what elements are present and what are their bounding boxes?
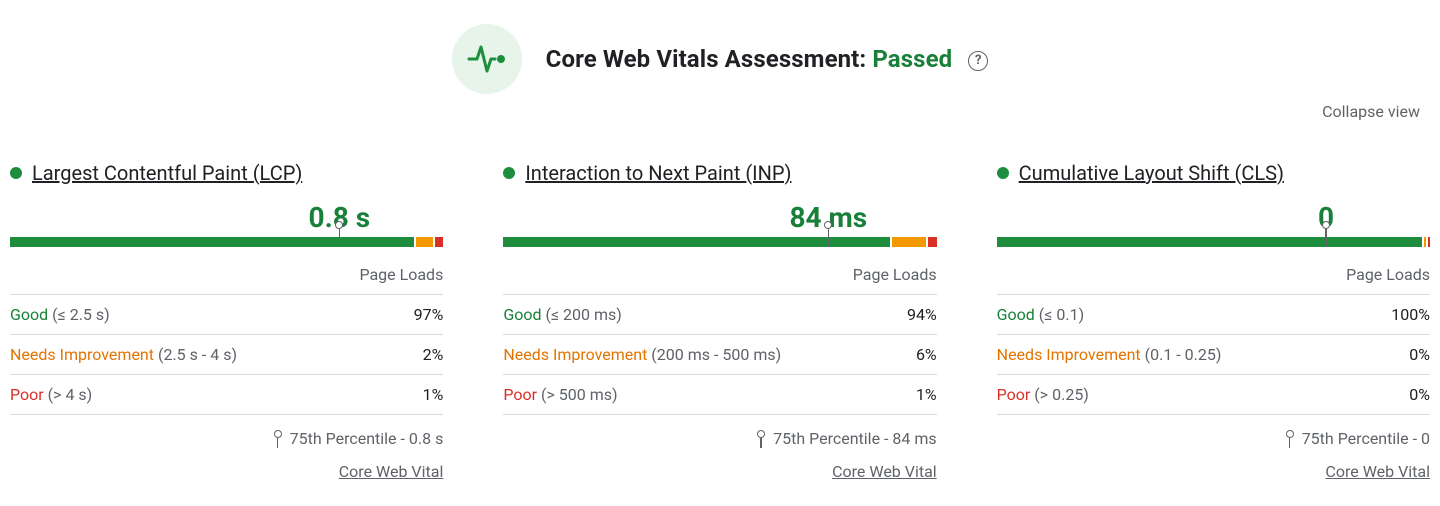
status-dot-icon [503, 167, 515, 179]
bar-segment-good [10, 237, 414, 247]
status-dot-icon [997, 167, 1009, 179]
dist-row-good: Good (≤ 2.5 s) 97% [10, 295, 443, 335]
assessment-title-prefix: Core Web Vitals Assessment: [546, 45, 873, 73]
assessment-header: Core Web Vitals Assessment: Passed ? [10, 24, 1430, 94]
assessment-status: Passed [872, 45, 952, 73]
dist-pct: 1% [916, 385, 937, 404]
bar-segment-good [997, 237, 1422, 247]
distribution-bar [503, 237, 936, 247]
percentile-footnote: 75th Percentile - 84 ms [503, 415, 936, 454]
bar-segment-poor [1428, 237, 1430, 247]
page-loads-header: Page Loads [997, 265, 1430, 295]
status-dot-icon [10, 167, 22, 179]
percentile-footnote: 75th Percentile - 0.8 s [10, 415, 443, 454]
dist-row-good: Good (≤ 0.1) 100% [997, 295, 1430, 335]
assessment-title: Core Web Vitals Assessment: Passed ? [546, 45, 989, 73]
metric-title-row: Largest Contentful Paint (LCP) [10, 161, 443, 185]
dist-row-ni: Needs Improvement (200 ms - 500 ms) 6% [503, 335, 936, 375]
percentile-text: 75th Percentile - 0 [1302, 429, 1430, 448]
dist-pct: 100% [1391, 305, 1430, 324]
bar-segment-poor [435, 237, 444, 247]
page-loads-header: Page Loads [503, 265, 936, 295]
pin-icon [1286, 430, 1294, 448]
dist-row-ni: Needs Improvement (0.1 - 0.25) 0% [997, 335, 1430, 375]
dist-pct: 0% [1409, 345, 1430, 364]
dist-label: Good (≤ 2.5 s) [10, 305, 110, 324]
bar-segment-ni [416, 237, 433, 247]
dist-row-poor: Poor (> 0.25) 0% [997, 375, 1430, 415]
bar-segment-ni [1424, 237, 1426, 247]
dist-pct: 2% [423, 345, 444, 364]
pin-icon [274, 430, 282, 448]
dist-row-poor: Poor (> 500 ms) 1% [503, 375, 936, 415]
dist-label: Poor (> 4 s) [10, 385, 92, 404]
dist-pct: 1% [423, 385, 444, 404]
metric-card-lcp: Largest Contentful Paint (LCP) 0.8 s Pag… [10, 161, 443, 481]
core-web-vital-link[interactable]: Core Web Vital [997, 454, 1430, 481]
percentile-marker-icon [1322, 221, 1330, 247]
metric-title-row: Interaction to Next Paint (INP) [503, 161, 936, 185]
dist-label: Needs Improvement (2.5 s - 4 s) [10, 345, 237, 364]
dist-pct: 6% [916, 345, 937, 364]
percentile-text: 75th Percentile - 0.8 s [290, 429, 444, 448]
metric-card-cls: Cumulative Layout Shift (CLS) 0 Page Loa… [997, 161, 1430, 481]
metric-title-link[interactable]: Cumulative Layout Shift (CLS) [1019, 161, 1284, 185]
percentile-marker-icon [335, 221, 343, 247]
bar-segment-ni [892, 237, 926, 247]
help-icon[interactable]: ? [968, 51, 988, 71]
percentile-footnote: 75th Percentile - 0 [997, 415, 1430, 454]
metric-value-row: 84 ms [503, 201, 936, 237]
metric-title-row: Cumulative Layout Shift (CLS) [997, 161, 1430, 185]
dist-row-ni: Needs Improvement (2.5 s - 4 s) 2% [10, 335, 443, 375]
pin-icon [757, 430, 765, 448]
core-web-vital-link[interactable]: Core Web Vital [503, 454, 936, 481]
distribution-bar [10, 237, 443, 247]
dist-row-good: Good (≤ 200 ms) 94% [503, 295, 936, 335]
metric-title-link[interactable]: Interaction to Next Paint (INP) [525, 161, 791, 185]
percentile-text: 75th Percentile - 84 ms [773, 429, 937, 448]
core-web-vital-link[interactable]: Core Web Vital [10, 454, 443, 481]
dist-pct: 94% [907, 305, 937, 324]
dist-label: Needs Improvement (0.1 - 0.25) [997, 345, 1222, 364]
percentile-marker-icon [824, 221, 832, 247]
collapse-view-link[interactable]: Collapse view [10, 102, 1430, 121]
dist-pct: 0% [1409, 385, 1430, 404]
metric-title-link[interactable]: Largest Contentful Paint (LCP) [32, 161, 302, 185]
metric-value-row: 0.8 s [10, 201, 443, 237]
dist-row-poor: Poor (> 4 s) 1% [10, 375, 443, 415]
vitals-pulse-icon [452, 24, 522, 94]
dist-label: Poor (> 0.25) [997, 385, 1089, 404]
metric-card-inp: Interaction to Next Paint (INP) 84 ms Pa… [503, 161, 936, 481]
page-loads-header: Page Loads [10, 265, 443, 295]
metrics-row: Largest Contentful Paint (LCP) 0.8 s Pag… [10, 161, 1430, 481]
dist-label: Poor (> 500 ms) [503, 385, 617, 404]
dist-label: Good (≤ 200 ms) [503, 305, 622, 324]
dist-label: Needs Improvement (200 ms - 500 ms) [503, 345, 781, 364]
distribution-bar [997, 237, 1430, 247]
dist-pct: 97% [414, 305, 444, 324]
dist-label: Good (≤ 0.1) [997, 305, 1085, 324]
bar-segment-poor [928, 237, 937, 247]
metric-value-row: 0 [997, 201, 1430, 237]
